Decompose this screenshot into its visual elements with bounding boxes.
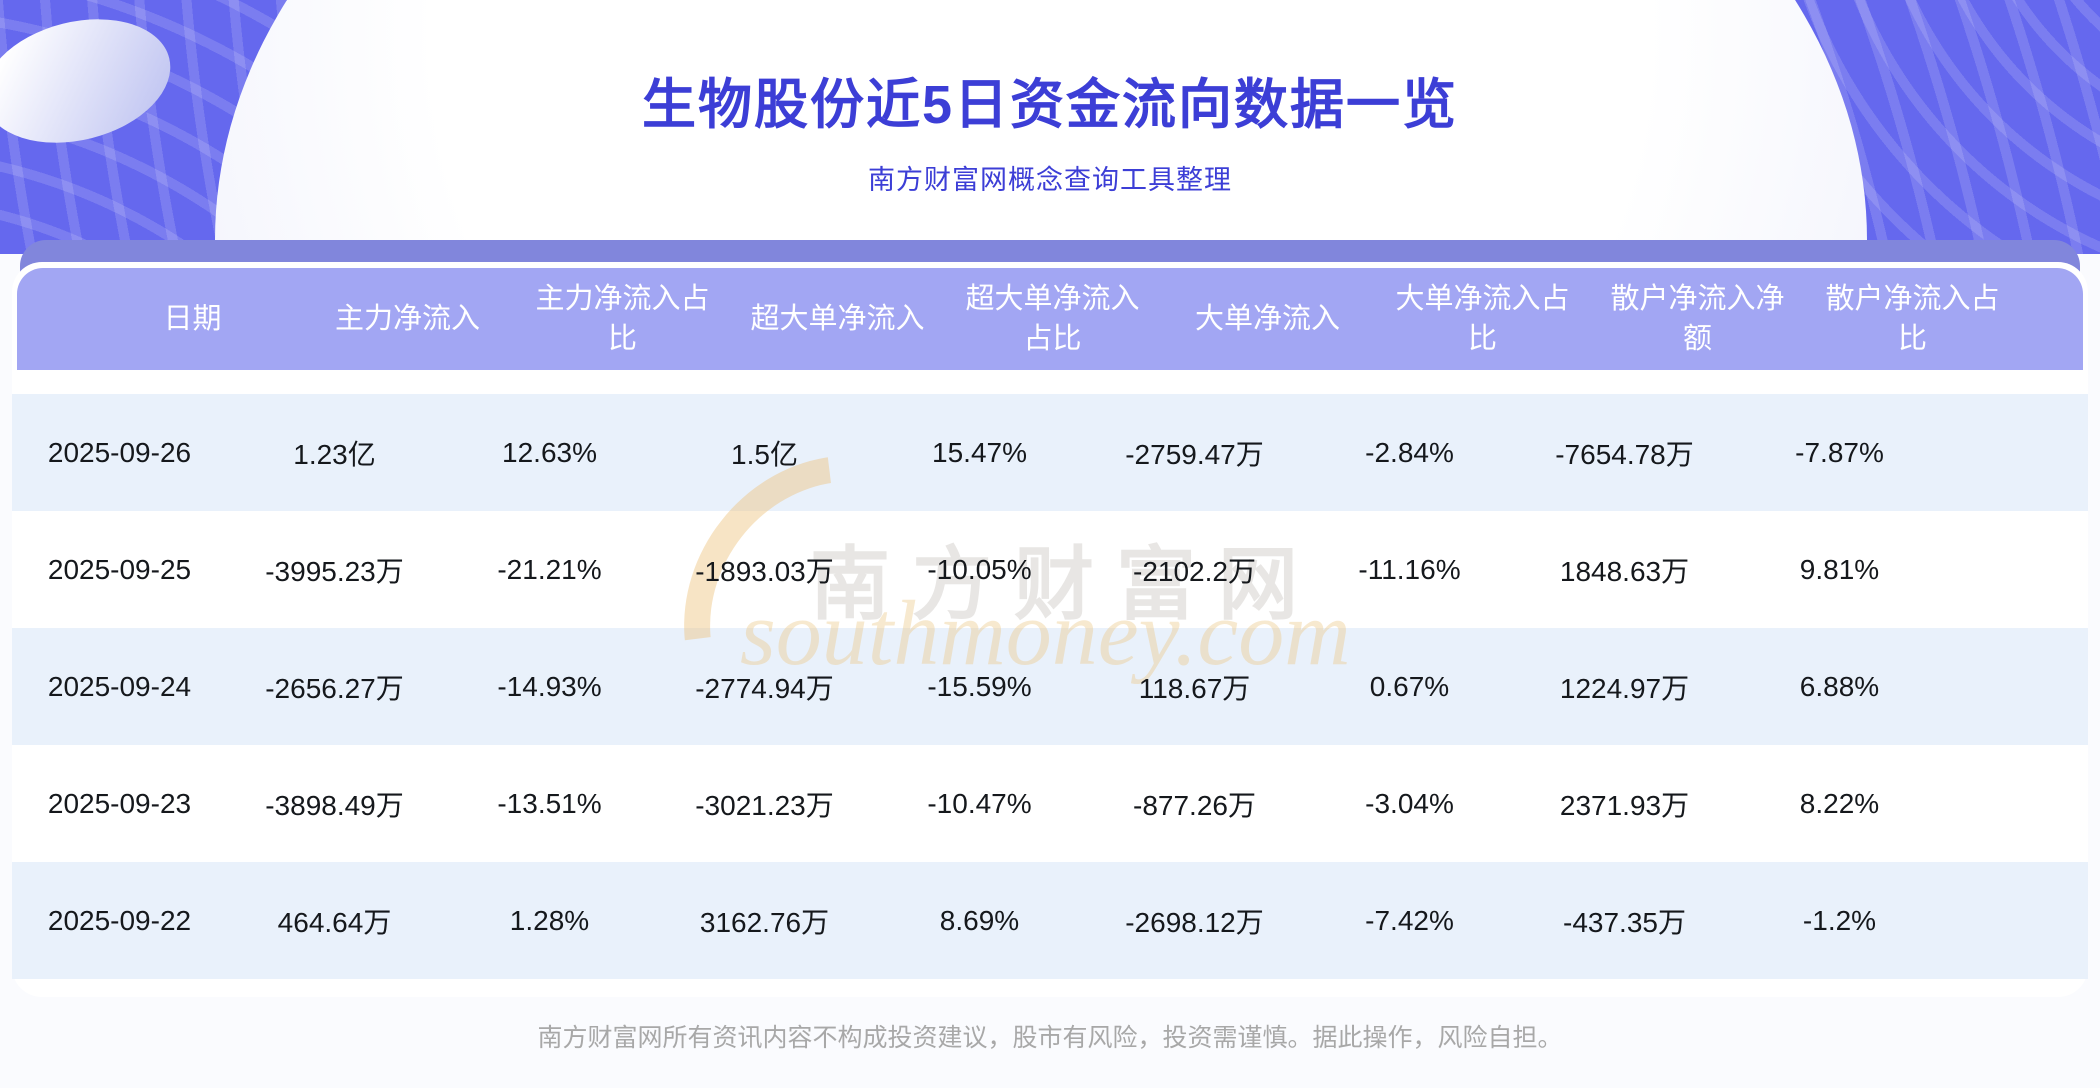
column-header: 日期: [163, 302, 222, 335]
table-row: 2025-09-23 -3898.49万 -13.51% -3021.23万 -10.4…: [12, 745, 2088, 862]
table-cell: -11.16%: [1358, 553, 1461, 585]
table-cell: -1.2%: [1802, 904, 1877, 936]
table-cell: -7.87%: [1795, 436, 1884, 468]
column-header: 散户净流入净额: [1610, 282, 1785, 355]
page-title: 生物股份近5日资金流向数据一览: [641, 75, 1459, 135]
table-cell: -2774.94万: [695, 672, 834, 704]
table-cell: -15.59%: [927, 670, 1032, 702]
column-header: 主力净流入占比: [535, 282, 710, 355]
table-cell: 2025-09-26: [47, 436, 192, 468]
column-header: 超大单净流入: [750, 302, 925, 335]
table-cell: 2025-09-25: [47, 553, 192, 585]
table-cell: -10.05%: [927, 553, 1032, 585]
table-cell: 464.64万: [277, 906, 392, 938]
table-cell: 15.47%: [932, 436, 1027, 468]
table-cell: 6.88%: [1799, 670, 1880, 702]
table-cell: 3162.76万: [699, 906, 830, 938]
table-cell: 8.69%: [939, 904, 1020, 936]
table-cell: -3.04%: [1365, 787, 1454, 819]
table-row: 2025-09-22 464.64万 1.28% 3162.76万 8.69% -2698…: [12, 862, 2088, 979]
data-table-card: 日期 主力净流入 主力净流入占比 超大单净流入 超大单净流入占比 大单净流入 大单净流入占比…: [12, 262, 2088, 997]
table-cell: 12.63%: [502, 436, 597, 468]
table-header-row: 日期 主力净流入 主力净流入占比 超大单净流入 超大单净流入占比 大单净流入 大单净流入占比…: [17, 268, 2083, 370]
table-cell: -2759.47万: [1125, 438, 1264, 470]
table-cell: 1848.63万: [1559, 555, 1690, 587]
table-cell: -2102.2万: [1133, 555, 1256, 587]
table-cell: 2025-09-22: [47, 904, 192, 936]
page-subtitle: 南方财富网概念查询工具整理: [868, 165, 1232, 195]
table-cell: -14.93%: [497, 670, 602, 702]
table-cell: 2025-09-24: [47, 670, 192, 702]
column-header: 主力净流入: [334, 302, 480, 335]
column-header: 散户净流入占比: [1825, 282, 2000, 355]
table-cell: -3021.23万: [695, 789, 834, 821]
table-header-spacer: [12, 370, 2088, 394]
table-cell: -7654.78万: [1555, 438, 1694, 470]
table-cell: 1.28%: [509, 904, 590, 936]
table-body: 2025-09-26 1.23亿 12.63% 1.5亿 15.47% -2759.47万…: [12, 394, 2088, 979]
table-cell: -2.84%: [1365, 436, 1454, 468]
column-header: 大单净流入占比: [1395, 282, 1570, 355]
column-header: 超大单净流入占比: [965, 282, 1140, 355]
table-cell: -13.51%: [497, 787, 602, 819]
table-cell: 1.23亿: [293, 438, 376, 470]
table-cell: -2698.12万: [1125, 906, 1264, 938]
column-header: 大单净流入: [1194, 302, 1340, 335]
table-cell: -10.47%: [927, 787, 1032, 819]
table-cell: 2025-09-23: [47, 787, 192, 819]
table-cell: -2656.27万: [265, 672, 404, 704]
footer-disclaimer: 南方财富网所有资讯内容不构成投资建议，股市有风险，投资需谨慎。据此操作，风险自担…: [537, 1024, 1563, 1052]
banner: [0, 0, 2100, 254]
table-cell: 1.5亿: [731, 438, 798, 470]
table-row: 2025-09-25 -3995.23万 -21.21% -1893.03万 -10.0…: [12, 511, 2088, 628]
table-cell: 2371.93万: [1559, 789, 1690, 821]
table-cell: -3898.49万: [265, 789, 404, 821]
table-cell: 0.67%: [1369, 670, 1450, 702]
table-cell: -21.21%: [497, 553, 602, 585]
table-cell: 9.81%: [1799, 553, 1880, 585]
table-row: 2025-09-24 -2656.27万 -14.93% -2774.94万 -15.5…: [12, 628, 2088, 745]
table-cell: -437.35万: [1563, 906, 1686, 938]
table-cell: -3995.23万: [265, 555, 404, 587]
table-cell: -1893.03万: [695, 555, 834, 587]
table-cell: 118.67万: [1138, 672, 1251, 704]
banner-white-blob: [215, 0, 1867, 254]
table-cell: -877.26万: [1133, 789, 1256, 821]
table-cell: 1224.97万: [1559, 672, 1690, 704]
table-row: 2025-09-26 1.23亿 12.63% 1.5亿 15.47% -2759.47万…: [12, 394, 2088, 511]
table-cell: 8.22%: [1799, 787, 1880, 819]
table-cell: -7.42%: [1365, 904, 1454, 936]
